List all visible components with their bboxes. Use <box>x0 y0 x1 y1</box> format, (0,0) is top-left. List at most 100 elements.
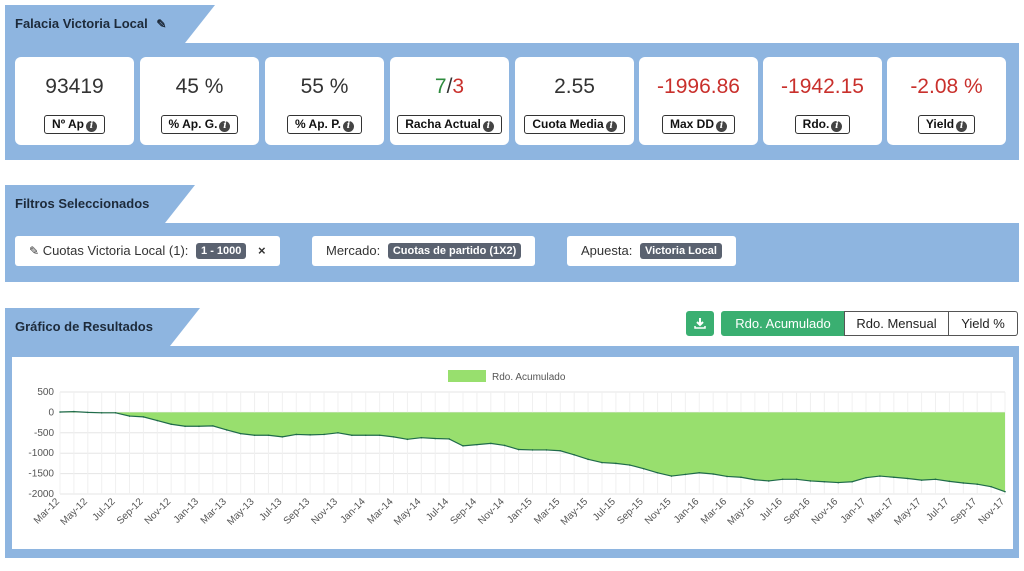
x-tick-label: Mar-15 <box>532 496 562 526</box>
pencil-icon[interactable]: ✎ <box>156 17 167 31</box>
filter-label: Apuesta: <box>581 243 633 258</box>
x-tick-label: Nov-16 <box>810 496 841 527</box>
data-point <box>73 410 75 413</box>
stat-pct-won: 45 % % Ap. G. i <box>140 57 259 145</box>
x-tick-label: Mar-14 <box>365 496 395 526</box>
results-section: Gráfico de Resultados Rdo. Acumulado Rdo… <box>5 308 1019 558</box>
x-tick-label: Jan-13 <box>172 496 202 526</box>
data-point <box>656 471 659 474</box>
stat-value: 45 % <box>175 75 224 98</box>
x-tick-label: Sep-16 <box>782 496 813 527</box>
x-tick-label: Sep-14 <box>448 496 479 527</box>
tab-rdo-acumulado[interactable]: Rdo. Acumulado <box>721 311 845 336</box>
stat-label[interactable]: Cuota Media i <box>524 115 625 134</box>
legend-label: Rdo. Acumulado <box>492 372 566 383</box>
data-point <box>837 481 840 484</box>
y-tick-label: 500 <box>37 387 54 398</box>
stat-value: -1942.15 <box>781 75 864 98</box>
x-tick-label: Nov-17 <box>977 496 1008 527</box>
data-point <box>962 482 965 484</box>
stat-label[interactable]: Racha Actual i <box>397 115 502 134</box>
data-point <box>239 432 242 435</box>
filters-tab: Filtros Seleccionados <box>5 185 195 223</box>
series-area <box>60 411 1005 492</box>
data-point <box>490 442 492 445</box>
download-button[interactable] <box>686 311 714 336</box>
data-point <box>948 480 951 483</box>
data-point <box>559 449 562 452</box>
data-point <box>573 454 575 456</box>
info-icon[interactable]: i <box>482 121 494 132</box>
x-tick-label: Sep-17 <box>949 496 980 527</box>
x-tick-label: May-13 <box>225 496 257 528</box>
x-tick-label: May-16 <box>726 496 758 528</box>
info-icon[interactable]: i <box>716 121 727 132</box>
data-point <box>893 476 895 479</box>
filter-label: Mercado: <box>326 243 381 258</box>
data-point <box>767 480 770 482</box>
stat-label[interactable]: Nº Ap i <box>44 115 105 134</box>
data-point <box>156 419 159 422</box>
data-point <box>754 478 756 481</box>
info-icon[interactable]: i <box>605 121 617 132</box>
stat-value: 93419 <box>45 75 104 98</box>
data-point <box>851 480 853 483</box>
data-point <box>601 461 603 464</box>
info-icon[interactable]: i <box>343 121 354 132</box>
x-tick-label: Jan-14 <box>338 496 368 526</box>
x-tick-label: Mar-17 <box>866 496 896 526</box>
info-icon[interactable]: i <box>956 121 968 132</box>
data-point <box>503 444 506 447</box>
data-point <box>615 462 617 465</box>
stat-label[interactable]: % Ap. G. i <box>160 115 239 134</box>
data-point <box>795 478 798 481</box>
chart-container: 500 0 -500 -1000 -1500 -2000 Mar-12 May-12 Jul-1… <box>12 357 1013 549</box>
x-tick-label: Mar-13 <box>199 496 229 526</box>
stat-avg-odds: 2.55 Cuota Media i <box>515 57 634 145</box>
data-point <box>351 434 353 437</box>
filters-section: Filtros Seleccionados ✎ Cuotas Victoria … <box>5 185 1019 282</box>
stat-value: -2.08 % <box>910 75 983 98</box>
data-point <box>420 436 423 439</box>
stat-max-dd: -1996.86 Max DD i <box>639 57 758 145</box>
streak-separator: / <box>446 75 453 98</box>
x-tick-label: May-17 <box>892 496 924 528</box>
data-point <box>531 449 534 451</box>
x-tick-label: Nov-13 <box>309 496 340 527</box>
info-icon[interactable]: i <box>85 121 97 132</box>
data-point <box>434 437 437 440</box>
data-point <box>462 445 464 447</box>
data-point <box>198 425 200 428</box>
stat-label[interactable]: Max DD i <box>661 115 735 134</box>
y-tick-label: -1000 <box>28 448 54 459</box>
filter-odds: ✎ Cuotas Victoria Local (1): 1 - 1000 × <box>15 236 280 266</box>
filter-tag: Cuotas de partido (1X2) <box>387 243 522 259</box>
stat-result: -1942.15 Rdo. i <box>763 57 882 145</box>
stat-value: -1996.86 <box>657 75 740 98</box>
data-point <box>100 412 103 414</box>
close-icon[interactable]: × <box>258 243 266 258</box>
stat-yield: -2.08 % Yield i <box>887 57 1006 145</box>
data-point <box>545 449 548 451</box>
data-point <box>879 475 881 477</box>
tab-rdo-mensual[interactable]: Rdo. Mensual <box>844 311 949 336</box>
data-point <box>628 464 631 466</box>
stat-label[interactable]: Rdo. i <box>794 115 851 134</box>
y-tick-label: -500 <box>34 428 54 439</box>
info-icon[interactable]: i <box>831 121 843 132</box>
data-point <box>781 478 784 481</box>
data-point <box>323 433 325 436</box>
data-point <box>809 480 812 482</box>
data-point <box>865 476 867 479</box>
tab-yield[interactable]: Yield % <box>948 311 1018 336</box>
data-point <box>823 480 826 483</box>
summary-tab: Falacia Victoria Local ✎ <box>5 5 215 43</box>
stat-label[interactable]: Yield i <box>917 115 976 134</box>
streak-losses: 3 <box>452 75 465 98</box>
data-point <box>86 411 89 414</box>
info-icon[interactable]: i <box>219 121 231 132</box>
data-point <box>670 475 673 477</box>
stat-label[interactable]: % Ap. P. i <box>286 115 362 134</box>
pencil-icon[interactable]: ✎ <box>29 244 40 258</box>
x-tick-label: Sep-15 <box>615 496 646 527</box>
